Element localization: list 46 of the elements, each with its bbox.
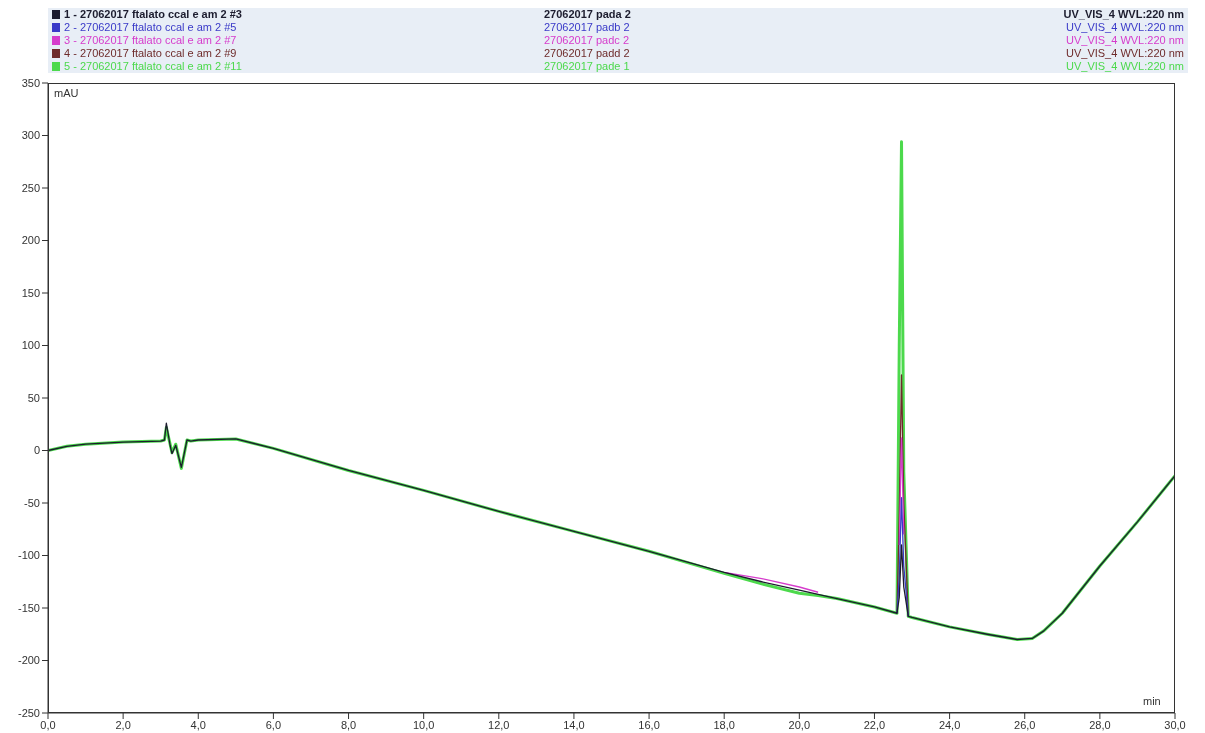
text: UV_VIS_4 WVL:220 nm bbox=[1065, 34, 1185, 47]
text: UV_VIS_4 WVL:220 nm bbox=[1065, 21, 1185, 34]
legend-label: 4 - 27062017 ftalato ccal e am 2 #9 bbox=[64, 47, 238, 60]
text: UV_VIS_4 WVL:220 nm bbox=[1065, 47, 1185, 60]
text: 27062017 padb 2 bbox=[544, 21, 631, 34]
text: 27062017 padc 2 bbox=[544, 34, 631, 47]
text: UV_VIS_4 WVL:220 nm bbox=[1062, 8, 1185, 21]
x-tick-label: 2,0 bbox=[115, 718, 131, 731]
legend-label: 5 - 27062017 ftalato ccal e am 2 #11 bbox=[64, 60, 243, 73]
x-tick-label: 20,0 bbox=[788, 718, 811, 731]
x-tick-label: 6,0 bbox=[265, 718, 282, 731]
x-tick-label: 26,0 bbox=[1014, 718, 1036, 731]
x-tick-label: 24,0 bbox=[938, 718, 961, 731]
y-tick-label: -250 bbox=[17, 706, 40, 719]
x-tick-label: 8,0 bbox=[340, 718, 357, 731]
y-tick-label: -100 bbox=[17, 549, 40, 562]
y-tick-label: 300 bbox=[21, 129, 40, 142]
y-tick-label: 50 bbox=[27, 391, 40, 404]
y-tick-label: 200 bbox=[21, 234, 40, 247]
x-tick-label: 28,0 bbox=[1089, 718, 1111, 731]
x-tick-label: 22,0 bbox=[863, 718, 886, 731]
y-tick-label: 150 bbox=[21, 286, 40, 299]
x-tick-label: 0,0 bbox=[40, 718, 56, 731]
y-tick-label: 250 bbox=[21, 181, 40, 194]
x-tick-label: 12,0 bbox=[488, 718, 510, 731]
y-tick-label: -50 bbox=[24, 496, 40, 509]
x-tick-label: 16,0 bbox=[638, 718, 660, 731]
legend-label: 3 - 27062017 ftalato ccal e am 2 #7 bbox=[64, 34, 238, 47]
x-tick-label: 10,0 bbox=[412, 718, 435, 731]
text: UV_VIS_4 WVL:220 nm bbox=[1065, 60, 1185, 73]
y-axis-title: mAU bbox=[54, 87, 79, 99]
y-tick-label: -150 bbox=[17, 601, 40, 614]
y-tick-label: 100 bbox=[21, 339, 40, 352]
x-axis-title: min bbox=[1143, 695, 1161, 707]
y-tick-label: 0 bbox=[33, 444, 40, 457]
text: 27062017 pade 1 bbox=[544, 60, 631, 73]
y-tick-label: 350 bbox=[21, 76, 40, 89]
y-tick-label: -200 bbox=[17, 654, 40, 667]
x-tick-label: 30,0 bbox=[1164, 718, 1186, 731]
x-tick-label: 18,0 bbox=[713, 718, 735, 731]
legend-label: 1 - 27062017 ftalato ccal e am 2 #3 bbox=[64, 8, 243, 21]
x-tick-label: 4,0 bbox=[190, 718, 206, 731]
legend-label: 2 - 27062017 ftalato ccal e am 2 #5 bbox=[64, 21, 238, 34]
text: 27062017 pada 2 bbox=[544, 8, 632, 21]
x-tick-label: 14,0 bbox=[563, 718, 585, 731]
text: 27062017 padd 2 bbox=[544, 47, 631, 60]
